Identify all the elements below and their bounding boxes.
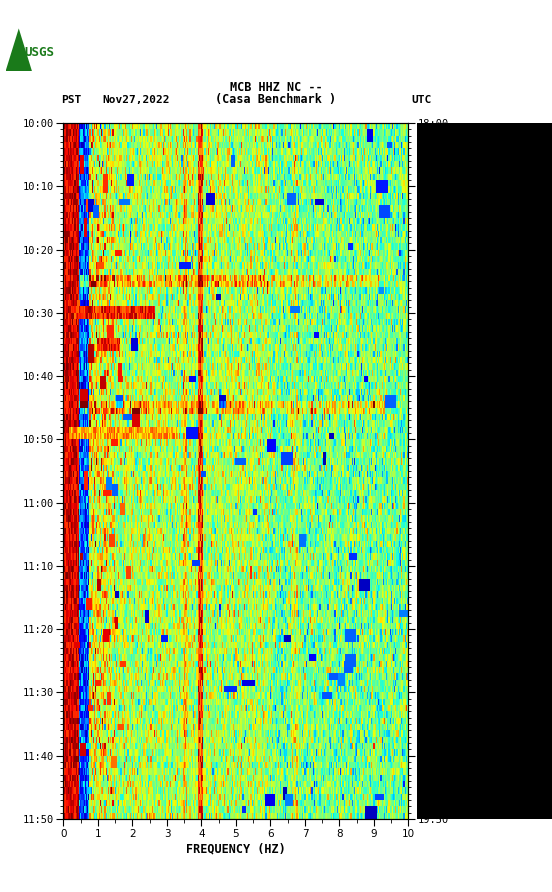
Text: Nov27,2022: Nov27,2022 (102, 95, 169, 105)
X-axis label: FREQUENCY (HZ): FREQUENCY (HZ) (186, 843, 286, 855)
Text: (Casa Benchmark ): (Casa Benchmark ) (215, 93, 337, 105)
Polygon shape (6, 29, 32, 71)
Text: USGS: USGS (24, 46, 54, 60)
Text: UTC: UTC (411, 95, 432, 105)
Text: PST: PST (61, 95, 81, 105)
Text: MCB HHZ NC --: MCB HHZ NC -- (230, 81, 322, 94)
